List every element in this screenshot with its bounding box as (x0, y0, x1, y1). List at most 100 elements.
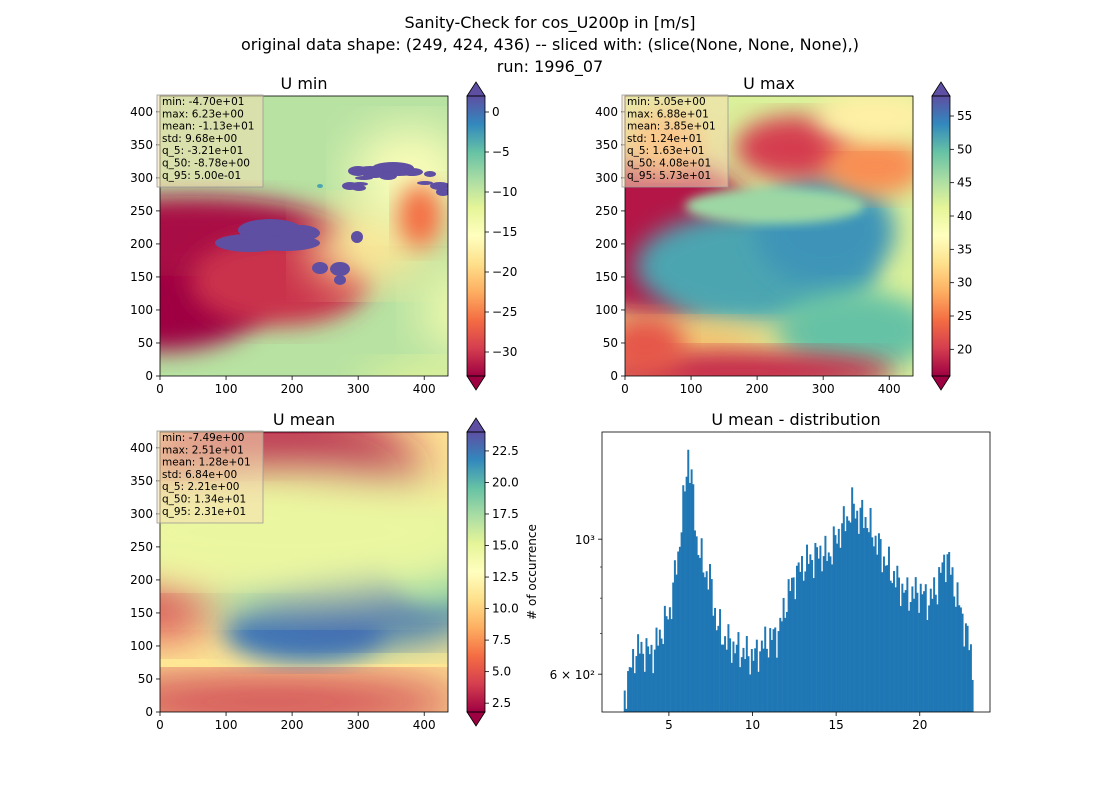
x-tick-label: 300 (347, 718, 370, 732)
histogram-bar (754, 648, 757, 712)
histogram-bar (954, 606, 957, 712)
histogram-bar (913, 598, 916, 712)
histogram-bar (740, 657, 743, 712)
stats-box-background (156, 430, 264, 524)
histogram-bar (785, 611, 788, 712)
histogram-bar (909, 601, 912, 712)
heatmap-region (625, 351, 895, 376)
histogram-bar (929, 588, 932, 712)
heatmap-image (160, 432, 448, 712)
stats-line: min: -4.70e+01 (162, 96, 244, 108)
histogram-bar (862, 528, 865, 712)
histogram-bar (637, 634, 640, 712)
histogram-bar (874, 535, 877, 712)
heatmap-panel-1: U max 0 100 200 300 400 0 50 100 150 200 250 300 350 4… (595, 74, 972, 396)
histogram-bar (729, 638, 732, 712)
histogram-bar (941, 562, 944, 712)
histogram-bar (948, 552, 951, 712)
heatmap-region (625, 316, 685, 376)
histogram-bar (737, 632, 740, 712)
histogram-bar (884, 565, 887, 712)
histogram-bar (747, 656, 750, 712)
histogram-bar (750, 648, 753, 712)
histogram-bar (958, 605, 961, 712)
histogram-bar (806, 544, 809, 712)
stats-line: q_95: 2.31e+01 (162, 506, 246, 518)
saturated-patch (330, 262, 350, 276)
histogram-bar (725, 649, 728, 712)
y-tick-label: 0 (145, 369, 153, 383)
colorbar-extend-min (466, 711, 486, 727)
histogram-bar (822, 556, 825, 712)
histogram-bar (852, 503, 855, 712)
x-tick-label: 400 (878, 382, 901, 396)
histogram-bar (944, 582, 947, 712)
histogram-bar (964, 623, 967, 712)
histogram-bar (744, 659, 747, 712)
histogram-bar (762, 648, 765, 712)
histogram-bar (757, 671, 760, 712)
histogram-bar (697, 555, 700, 712)
y-tick-label: 50 (603, 336, 618, 350)
x-tick-label: 10 (745, 718, 760, 732)
histogram-bar (655, 627, 658, 712)
y-tick-label: 350 (130, 138, 153, 152)
histogram-bar (864, 517, 867, 712)
histogram-bar (777, 631, 780, 712)
colorbar-extend-min (931, 375, 951, 391)
y-tick-label: 400 (130, 105, 153, 119)
histogram-bar (739, 667, 742, 712)
colorbar-frame (466, 431, 486, 713)
histogram-bar (628, 667, 631, 712)
histogram-bar (796, 565, 798, 712)
x-tick-label: 15 (828, 718, 843, 732)
histogram-bar (657, 645, 660, 712)
heatmap-region (160, 677, 448, 712)
histogram-bar (906, 577, 909, 712)
histogram-bar (849, 522, 852, 712)
histogram-bar (683, 491, 686, 712)
colorbar-tick-label: 55 (957, 109, 972, 123)
histogram-bar (705, 571, 708, 712)
histogram-panel: U mean - distribution 5 10 15 20 10³ 6 × 10² (550, 410, 991, 732)
histogram-bar (784, 617, 787, 712)
histogram-bar (916, 592, 919, 712)
histogram-bar (956, 582, 959, 712)
histogram-bar (921, 594, 924, 712)
colorbar-tick-label: 2.5 (492, 696, 511, 710)
histogram-bar (690, 469, 693, 712)
histogram-bar (652, 673, 655, 712)
histogram-bar (730, 662, 733, 712)
colorbar-tick-label: −20 (492, 265, 517, 279)
histogram-bar (688, 482, 691, 712)
histogram-bar (966, 625, 969, 712)
stats-box-background (621, 94, 729, 188)
histogram-bar (826, 560, 829, 712)
histogram-bar (963, 646, 966, 712)
histogram-bar (779, 617, 782, 712)
heatmap-region (815, 96, 913, 141)
y-tick-label: 350 (130, 474, 153, 488)
histogram-bar (668, 607, 671, 712)
histogram-bar (949, 574, 952, 712)
stats-line: q_50: 4.08e+01 (627, 158, 711, 170)
histogram-bar (653, 649, 656, 712)
axes-frame (601, 431, 991, 713)
colorbar-label: # of occurrence (525, 524, 539, 620)
colorbar: 22.5 20.0 17.5 15.0 12.5 10.0 7.5 5.0 2.5 # of oc… (466, 417, 539, 727)
saturated-patch (355, 176, 373, 180)
heatmap-region (398, 184, 442, 248)
histogram-bar (678, 546, 681, 712)
histogram-bar (710, 579, 713, 712)
y-tick-label: 150 (595, 270, 618, 284)
histogram-bar (704, 577, 706, 712)
histogram-bar (782, 597, 785, 712)
histogram-bar (712, 615, 715, 712)
heatmap-region (685, 188, 865, 224)
y-tick-label: 250 (595, 204, 618, 218)
y-tick-label: 100 (130, 303, 153, 317)
y-tick-label: 6 × 10² (550, 668, 596, 682)
histogram-bar (839, 547, 842, 712)
